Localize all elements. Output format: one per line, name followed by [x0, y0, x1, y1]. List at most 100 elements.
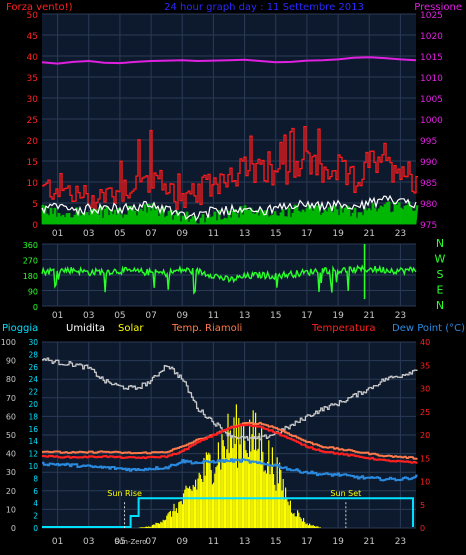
direction-x-tick: 23: [395, 311, 406, 321]
pressure-right-tick: 1015: [420, 53, 443, 63]
rain-inner-tick: 6: [33, 487, 38, 496]
pressure-right-tick: 995: [420, 137, 437, 147]
direction-series-line: [41, 264, 417, 295]
temp-x-tick: 17: [301, 537, 312, 547]
direction-x-tick: 07: [145, 311, 156, 321]
direction-x-tick: 15: [270, 311, 281, 321]
pressure-right-tick: 980: [420, 200, 437, 210]
humidity-left-tick: 100: [1, 338, 16, 347]
rain-inner-tick: 4: [33, 499, 38, 508]
wind-x-tick: 01: [52, 229, 63, 239]
wind-axis-label: Forza vento!): [6, 2, 73, 13]
temperature-right-tick: 15: [420, 454, 430, 463]
temp-x-tick: 09: [177, 537, 189, 547]
direction-left-tick: 180: [23, 272, 38, 281]
wind-left-tick: 50: [27, 11, 39, 21]
humidity-left-tick: 20: [6, 487, 16, 496]
humidity-left-tick: 0: [11, 524, 16, 533]
wind-x-tick: 03: [83, 229, 94, 239]
rain-inner-tick: 0: [33, 524, 38, 533]
wind-x-tick: 19: [332, 229, 344, 239]
wind-x-tick: 15: [270, 229, 281, 239]
sun-set-label: Sun Set: [330, 489, 361, 498]
humidity-left-tick: 70: [6, 394, 16, 403]
rain-inner-tick: 16: [28, 425, 38, 434]
wind-x-tick: 21: [364, 229, 375, 239]
temp-x-tick: 01: [52, 537, 63, 547]
pressure-right-tick: 990: [420, 158, 437, 168]
wind-left-tick: 5: [32, 200, 38, 210]
temp-x-tick: 19: [332, 537, 344, 547]
temp-legend-label: Dew Point (°C): [392, 323, 465, 334]
pressure-right-tick: 1025: [420, 11, 443, 21]
temperature-right-tick: 10: [420, 478, 430, 487]
sun-zero-label: Sun-Zero: [115, 538, 147, 546]
temperature-right-tick: 40: [420, 338, 430, 347]
rain-inner-tick: 14: [28, 437, 38, 446]
temp-x-tick: 07: [145, 537, 156, 547]
pressure-axis-label: Pressione: [414, 2, 462, 13]
pressure-series-line: [41, 56, 417, 65]
wind-x-tick: 05: [114, 229, 125, 239]
humidity-left-tick: 90: [6, 357, 16, 366]
temperature-right-tick: 0: [420, 524, 425, 533]
temperature-series-line: [42, 423, 418, 464]
rain-inner-tick: 10: [28, 462, 38, 471]
temp-x-tick: 03: [83, 537, 94, 547]
temp-x-tick: 11: [208, 537, 219, 547]
humidity-series-line: [42, 357, 418, 441]
pressure-right-tick: 975: [420, 221, 437, 231]
wind-x-tick: 07: [145, 229, 156, 239]
wind-x-tick: 23: [395, 229, 406, 239]
pressure-right-tick: 1000: [420, 116, 443, 126]
direction-compass-label: N: [436, 237, 444, 250]
rain-inner-tick: 8: [33, 474, 38, 483]
rain-inner-tick: 18: [28, 412, 38, 421]
wind-x-tick: 09: [177, 229, 189, 239]
rain-inner-tick: 2: [33, 512, 38, 521]
wind-x-tick: 13: [239, 229, 250, 239]
temp-x-tick: 21: [364, 537, 375, 547]
temp-x-tick: 23: [395, 537, 406, 547]
temperature-right-tick: 35: [420, 361, 430, 370]
wind-left-tick: 15: [27, 158, 38, 168]
temp-legend-label: Temperatura: [311, 323, 376, 334]
wind-left-tick: 0: [32, 221, 38, 231]
direction-left-tick: 0: [33, 303, 38, 312]
direction-x-tick: 21: [364, 311, 375, 321]
average-series-line: [41, 194, 417, 222]
direction-x-tick: 01: [52, 311, 63, 321]
direction-left-tick: 270: [23, 257, 38, 266]
wind-x-tick: 17: [301, 229, 312, 239]
rain-series-line: [42, 497, 414, 528]
temp-legend-label: Pioggia: [2, 323, 38, 334]
wind-left-tick: 10: [27, 179, 39, 189]
rain-inner-tick: 24: [28, 375, 38, 384]
rain-inner-tick: 30: [28, 338, 38, 347]
direction-x-tick: 05: [114, 311, 125, 321]
pressure-right-tick: 1020: [420, 32, 443, 42]
rain-inner-tick: 26: [28, 363, 38, 372]
wind-x-tick: 11: [208, 229, 219, 239]
gust-series-line: [42, 125, 418, 211]
humidity-left-tick: 10: [6, 505, 16, 514]
temp-legend-label: Solar: [118, 323, 144, 334]
direction-x-tick: 13: [239, 311, 250, 321]
rain-inner-tick: 28: [28, 350, 38, 359]
temp-legend-label: Umidita: [66, 323, 105, 334]
pressure-right-tick: 1010: [420, 74, 443, 84]
direction-x-tick: 03: [83, 311, 94, 321]
pressure-right-tick: 1005: [420, 95, 443, 105]
direction-x-tick: 19: [332, 311, 344, 321]
humidity-left-tick: 60: [6, 412, 16, 421]
humidity-left-tick: 40: [6, 450, 16, 459]
dew-point-series-line: [42, 458, 418, 482]
humidity-left-tick: 80: [6, 375, 16, 384]
direction-left-tick: 90: [28, 288, 38, 297]
rain-inner-tick: 12: [28, 450, 38, 459]
temperature-right-tick: 5: [420, 501, 425, 510]
direction-compass-label: E: [437, 284, 444, 297]
temp-x-tick: 05: [114, 537, 125, 547]
